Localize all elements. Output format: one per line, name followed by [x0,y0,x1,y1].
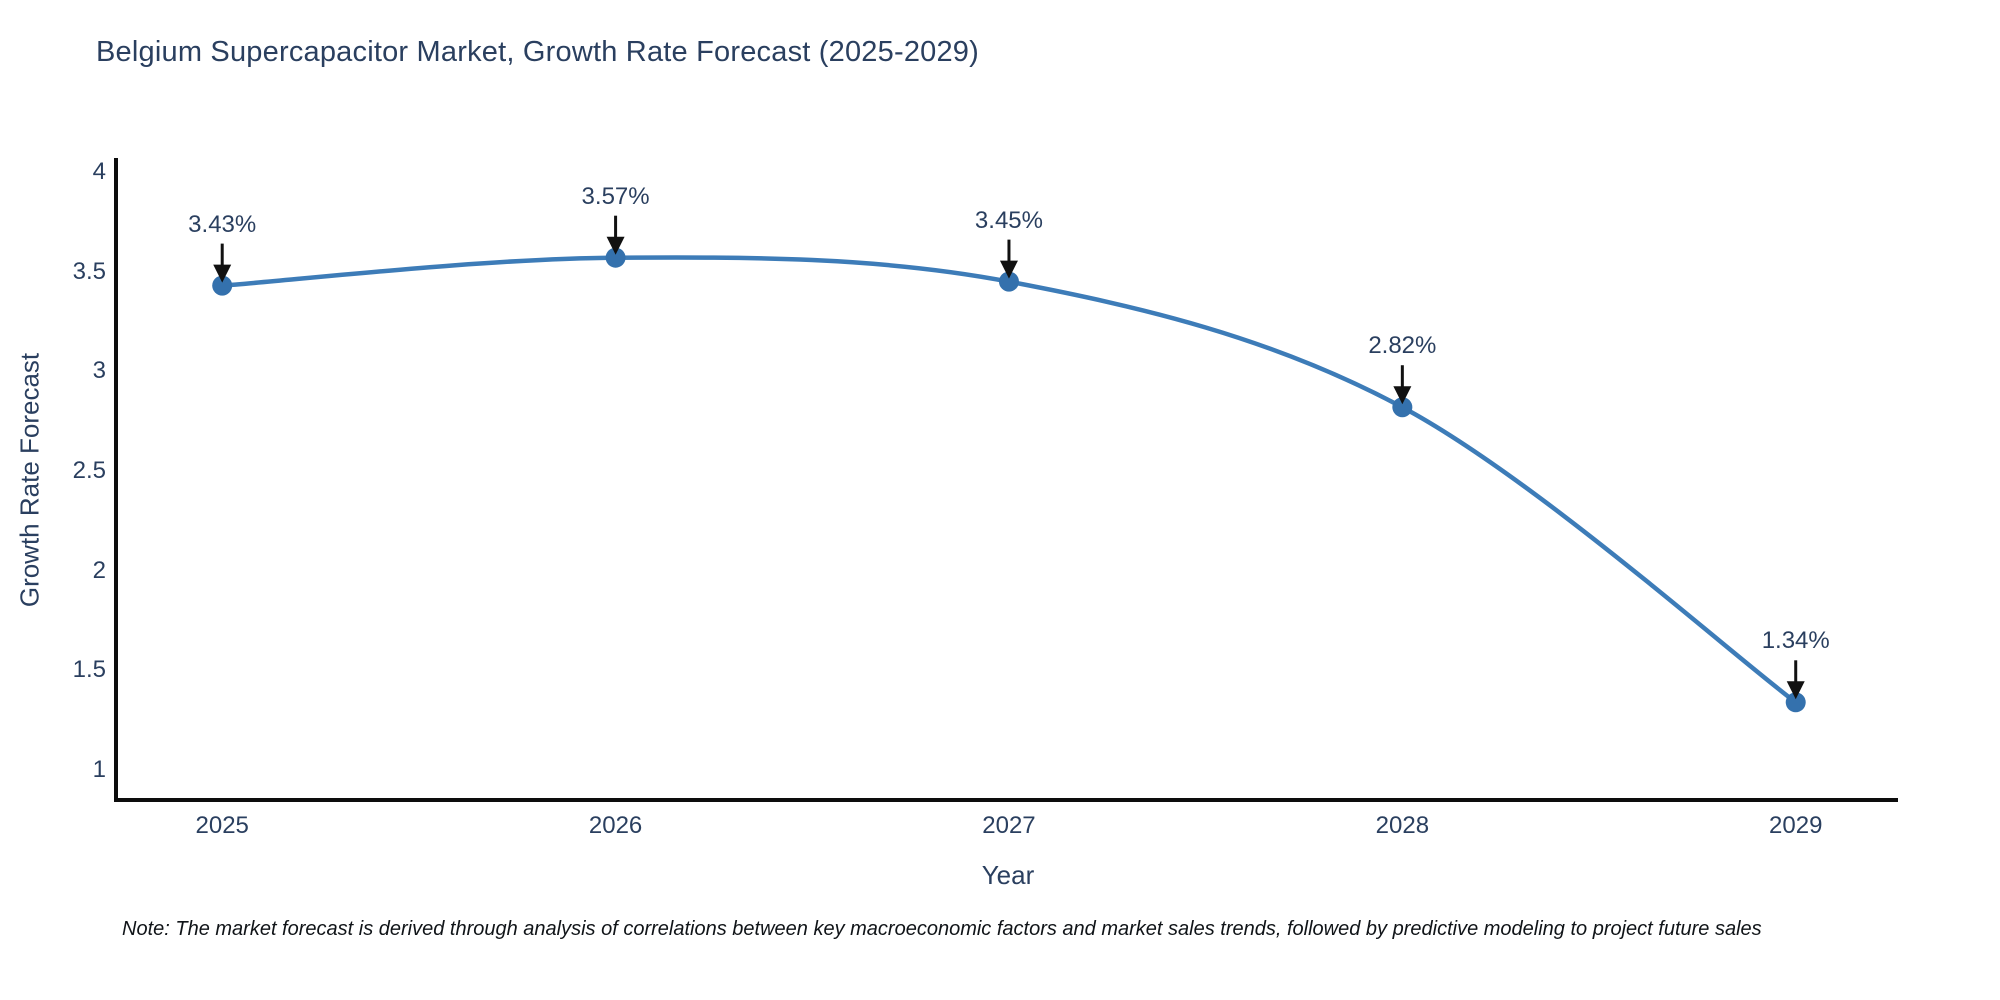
annotation-label: 1.34% [1761,627,1830,655]
y-tick-label: 4 [92,157,106,185]
x-tick-label: 2028 [1375,812,1430,839]
x-tick-label: 2029 [1769,812,1823,839]
annotation-label: 2.82% [1368,332,1437,360]
data-point-marker [1785,692,1806,713]
annotation-arrow-head [999,260,1018,279]
y-tick-label: 3 [92,357,106,385]
footnote-text: Note: The market forecast is derived thr… [122,918,1762,940]
annotation-arrow-head [1786,681,1805,700]
annotation-arrow-head [606,236,625,255]
data-point-marker [605,247,626,268]
y-tick-label: 3.5 [72,257,106,285]
x-tick-label: 2026 [588,812,643,839]
annotation-label: 3.45% [974,206,1043,234]
x-tick-label: 2025 [195,812,249,839]
y-tick-label: 1 [92,756,106,784]
chart-title: Belgium Supercapacitor Market, Growth Ra… [96,36,979,68]
x-axis-title: Year [981,860,1035,890]
annotation-arrow-head [1393,386,1412,405]
data-point-marker [212,275,233,296]
trend-line [219,255,1798,705]
annotation-arrow-head [213,264,232,283]
annotation-label: 3.57% [581,182,650,210]
y-tick-label: 2 [92,556,106,584]
y-tick-label: 2.5 [72,457,106,485]
y-axis-title: Growth Rate Forecast [14,352,45,608]
data-point-marker [1392,397,1413,418]
y-tick-label: 1.5 [72,656,106,684]
data-point-marker [998,271,1019,292]
annotation-label: 3.43% [188,210,257,238]
x-tick-label: 2027 [982,812,1036,839]
